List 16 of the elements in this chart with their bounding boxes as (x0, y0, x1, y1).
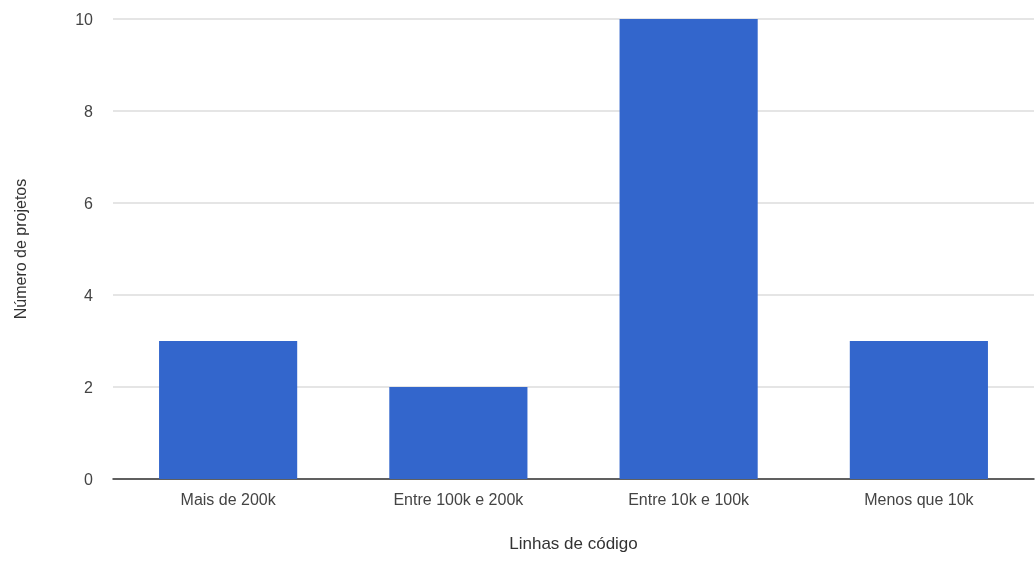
bar (389, 387, 528, 479)
y-tick-label: 6 (84, 194, 94, 212)
x-tick-label: Entre 10k e 100k (628, 490, 751, 508)
x-axis-title: Linhas de código (509, 534, 638, 553)
bar (159, 341, 298, 479)
x-tick-label: Entre 100k e 200k (393, 490, 525, 508)
y-tick-label: 2 (84, 378, 94, 396)
y-tick-label: 4 (84, 286, 94, 304)
x-tick-label: Mais de 200k (180, 490, 277, 508)
x-tick-label: Menos que 10k (864, 490, 975, 508)
y-tick-label: 8 (84, 102, 94, 120)
y-axis-title: Número de projetos (11, 178, 29, 320)
y-tick-label: 10 (75, 10, 94, 28)
y-tick-label: 0 (84, 470, 94, 488)
bar (849, 341, 988, 479)
bar (619, 19, 758, 479)
